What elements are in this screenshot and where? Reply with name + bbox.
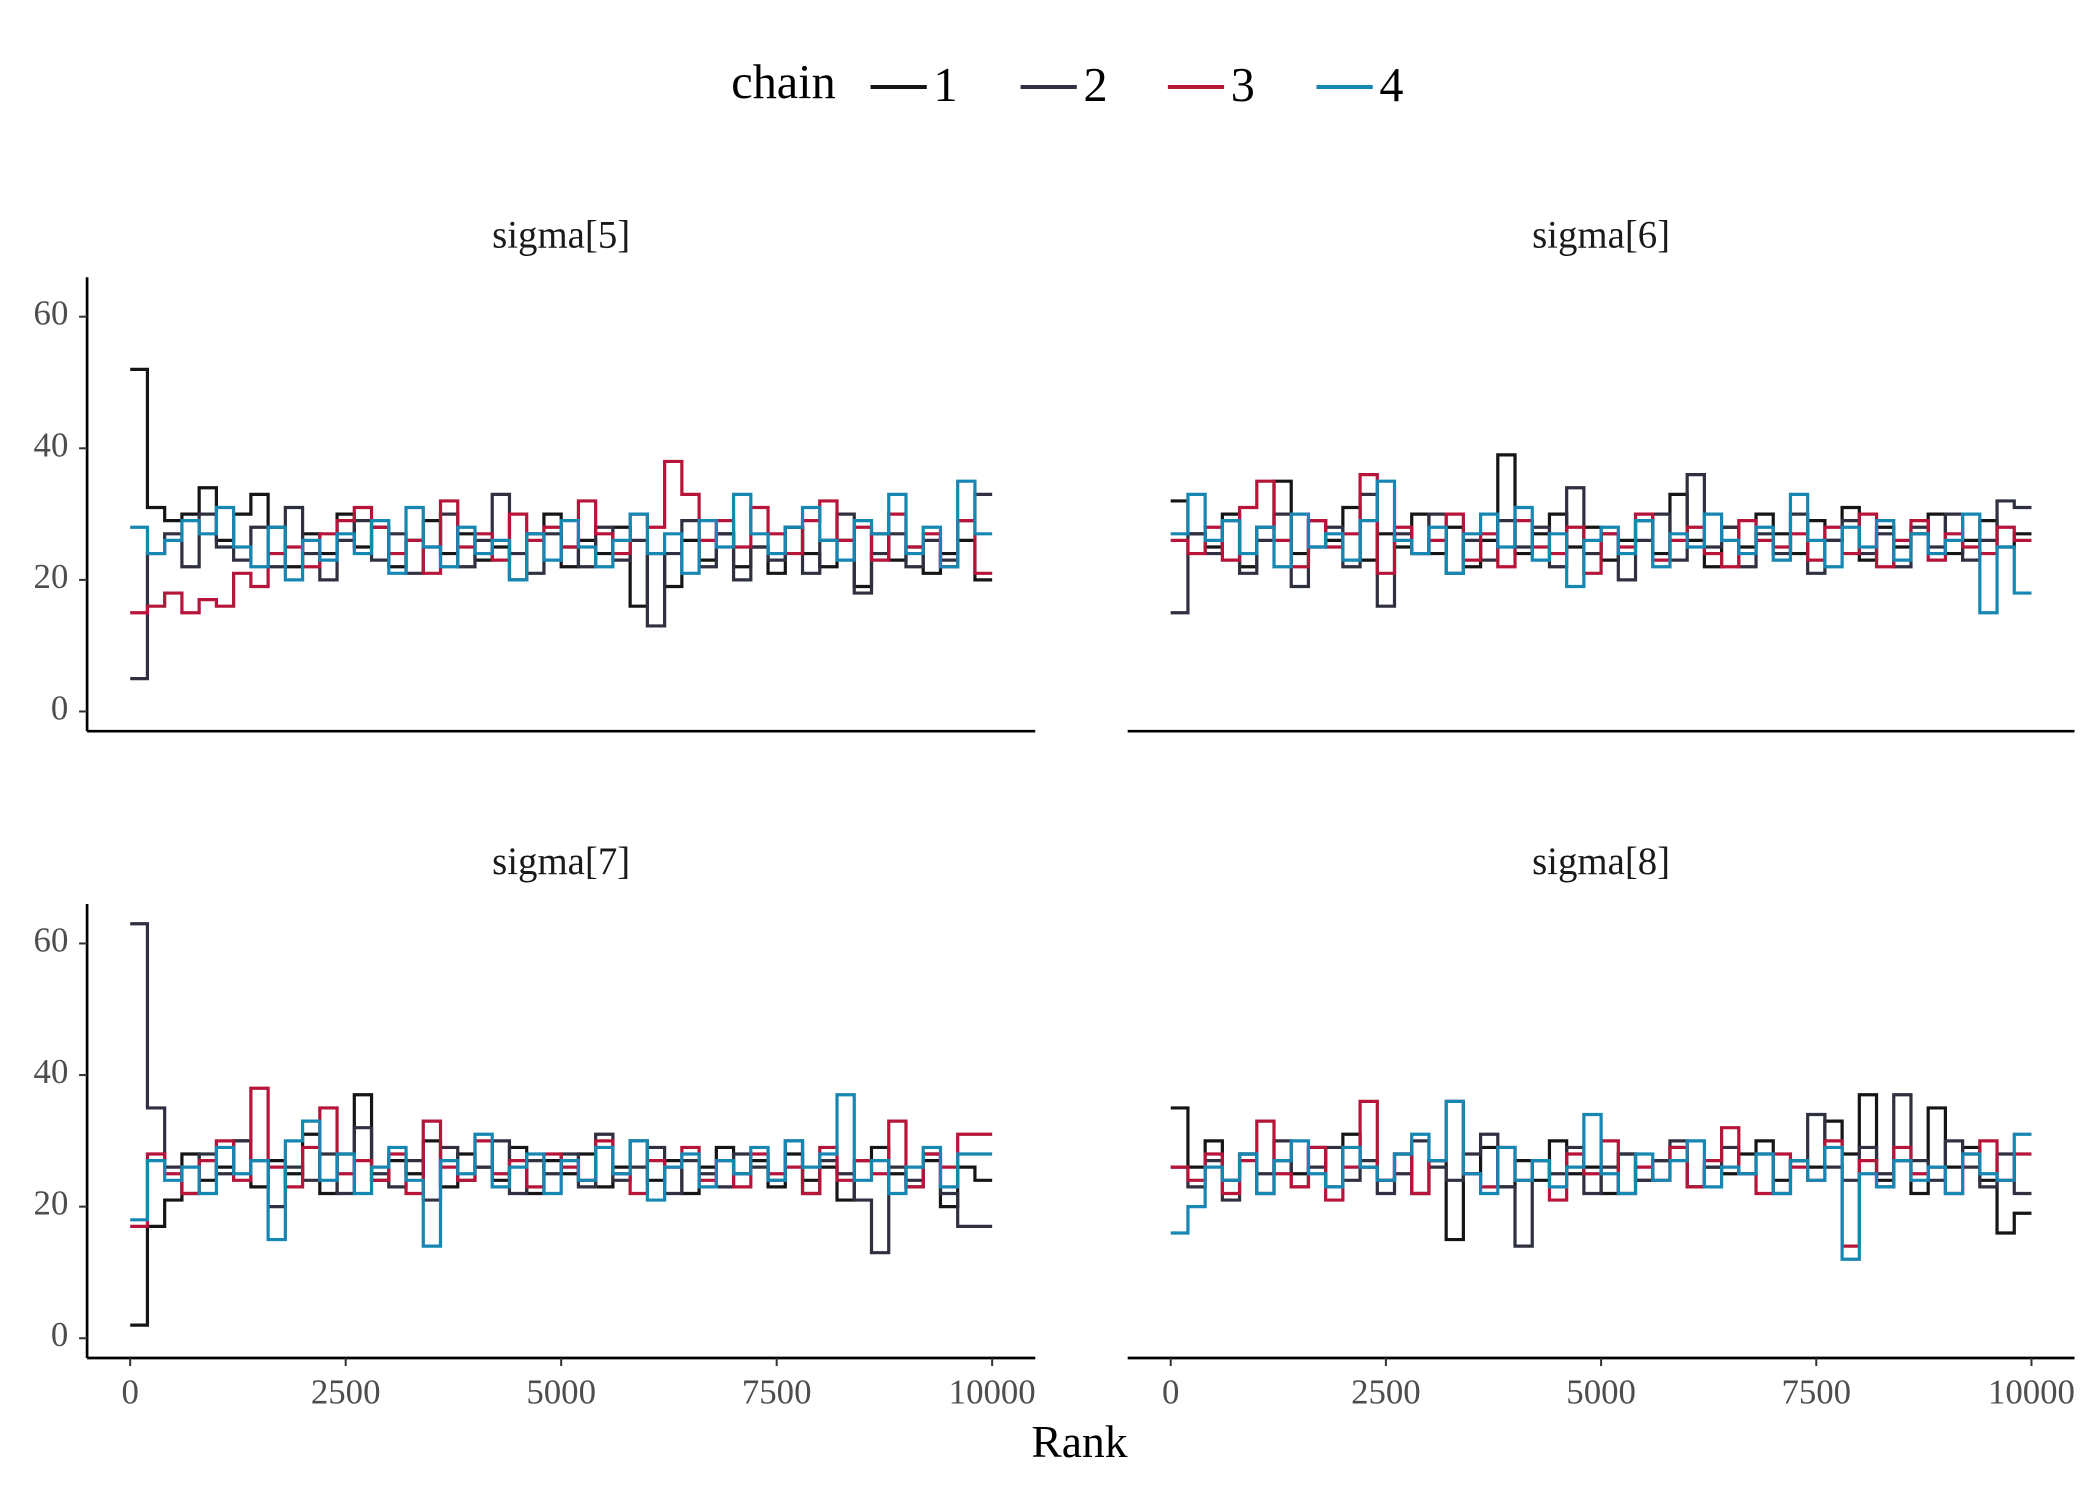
y-tick-label: 40 <box>34 1052 69 1091</box>
x-tick-label: 2500 <box>1351 1372 1421 1411</box>
x-tick-label: 7500 <box>742 1372 812 1411</box>
panel-title: sigma[8] <box>1532 840 1670 883</box>
panel-title: sigma[6] <box>1532 213 1670 256</box>
legend-label: 4 <box>1379 59 1403 112</box>
legend-title: chain <box>731 56 835 109</box>
chain-line <box>1170 479 2032 615</box>
chain-line <box>1170 1093 2032 1248</box>
x-tick-label: 0 <box>1162 1372 1179 1411</box>
chain-line <box>130 1093 993 1327</box>
y-tick-label: 20 <box>34 1184 69 1223</box>
chain-line <box>1170 473 2032 575</box>
chain-line <box>1170 1099 2032 1261</box>
chain-line <box>130 1093 993 1248</box>
x-tick-label: 10000 <box>949 1372 1036 1411</box>
x-tick-label: 5000 <box>526 1372 596 1411</box>
x-tick-label: 5000 <box>1566 1372 1636 1411</box>
y-tick-label: 40 <box>34 425 69 464</box>
panel-title: sigma[5] <box>492 213 630 256</box>
x-tick-label: 0 <box>121 1372 138 1411</box>
x-tick-label: 10000 <box>1988 1372 2075 1411</box>
chain-line <box>130 1086 993 1228</box>
x-tick-label: 7500 <box>1781 1372 1851 1411</box>
panel-title: sigma[7] <box>492 840 630 883</box>
x-axis-title: Rank <box>1031 1416 1127 1467</box>
x-tick-label: 2500 <box>311 1372 381 1411</box>
chain-line <box>130 479 993 582</box>
y-tick-label: 60 <box>34 294 69 333</box>
y-tick-label: 0 <box>51 1315 68 1354</box>
legend-label: 2 <box>1083 59 1107 112</box>
legend-label: 1 <box>933 59 957 112</box>
y-tick-label: 20 <box>34 557 69 596</box>
chain-line <box>130 367 993 608</box>
y-tick-label: 0 <box>51 688 68 727</box>
y-tick-label: 60 <box>34 920 69 959</box>
legend-label: 3 <box>1231 59 1255 112</box>
